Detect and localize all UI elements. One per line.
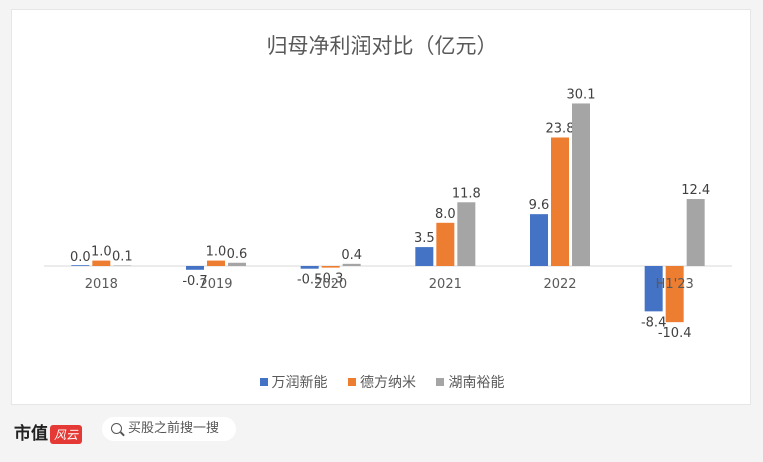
data-label-1-1: 1.0 xyxy=(206,245,227,260)
x-tick-label-5: H1'23 xyxy=(656,277,694,292)
chart-title: 归母净利润对比（亿元） xyxy=(266,34,498,58)
legend-item-1: 德方纳米 xyxy=(348,372,416,392)
x-tick-label-1: 2019 xyxy=(199,277,232,292)
bar-2-4 xyxy=(572,103,590,267)
legend-swatch-1 xyxy=(348,378,356,386)
data-label-0-0: 0.0 xyxy=(70,250,91,265)
search-input[interactable]: 买股之前搜一搜 xyxy=(102,417,236,441)
legend: 万润新能 德方纳米 湖南裕能 xyxy=(12,372,752,392)
data-label-0-2: -0.5 xyxy=(297,273,322,288)
data-label-1-2: -0.3 xyxy=(318,272,343,287)
data-label-2-1: 0.6 xyxy=(227,247,248,262)
bar-0-5 xyxy=(644,266,663,312)
data-label-2-4: 30.1 xyxy=(567,87,596,102)
bar-1-3 xyxy=(436,222,455,266)
data-label-0-1: -0.7 xyxy=(182,274,207,289)
data-label-2-5: 12.4 xyxy=(681,183,710,198)
legend-item-0: 万润新能 xyxy=(259,372,328,392)
legend-label-0: 万润新能 xyxy=(271,375,328,391)
data-label-1-3: 8.0 xyxy=(435,207,456,222)
x-tick-label-4: 2022 xyxy=(543,277,576,292)
x-tick-label-3: 2021 xyxy=(429,277,462,292)
x-tick-label-2: 2020 xyxy=(314,277,347,292)
bar-2-1 xyxy=(228,262,246,266)
data-label-2-3: 11.8 xyxy=(452,186,481,201)
bar-0-4 xyxy=(530,214,548,266)
bar-2-2 xyxy=(342,263,361,266)
data-label-2-0: 0.1 xyxy=(112,249,133,264)
bar-0-3 xyxy=(415,247,434,266)
site-logo[interactable]: 市值 风云 xyxy=(14,419,83,444)
data-label-2-2: 0.4 xyxy=(341,248,362,263)
bar-1-1 xyxy=(207,260,225,266)
logo-text: 市值 xyxy=(14,424,48,444)
bar-1-0 xyxy=(92,260,111,266)
legend-label-1: 德方纳米 xyxy=(360,375,416,391)
bar-1-2 xyxy=(321,266,340,268)
bar-0-2 xyxy=(300,266,319,269)
data-label-1-5: -10.4 xyxy=(658,326,692,341)
legend-item-2: 湖南裕能 xyxy=(436,372,504,392)
search-placeholder: 买股之前搜一搜 xyxy=(128,421,220,436)
bar-0-1 xyxy=(186,266,204,270)
chart-card: 归母净利润对比（亿元） 0.0 1.0 0.1 2018 -0.7 1.0 0.6 2019-… xyxy=(11,9,751,405)
legend-label-2: 湖南裕能 xyxy=(448,375,505,391)
legend-swatch-0 xyxy=(259,378,268,386)
bar-2-5 xyxy=(686,199,705,266)
legend-swatch-2 xyxy=(436,378,445,386)
bar-2-0 xyxy=(113,265,132,266)
bar-0-0 xyxy=(71,265,90,266)
data-label-1-0: 1.0 xyxy=(91,245,112,260)
data-label-0-5: -8.4 xyxy=(641,315,666,330)
logo-badge: 风云 xyxy=(50,425,83,444)
search-icon xyxy=(111,423,122,434)
bar-2-3 xyxy=(457,202,476,266)
data-label-0-3: 3.5 xyxy=(414,231,435,246)
data-label-1-4: 23.8 xyxy=(546,121,575,136)
data-label-0-4: 9.6 xyxy=(529,198,550,213)
bar-1-4 xyxy=(551,137,569,266)
bar-1-5 xyxy=(665,266,684,323)
x-tick-label-0: 2018 xyxy=(85,277,118,292)
